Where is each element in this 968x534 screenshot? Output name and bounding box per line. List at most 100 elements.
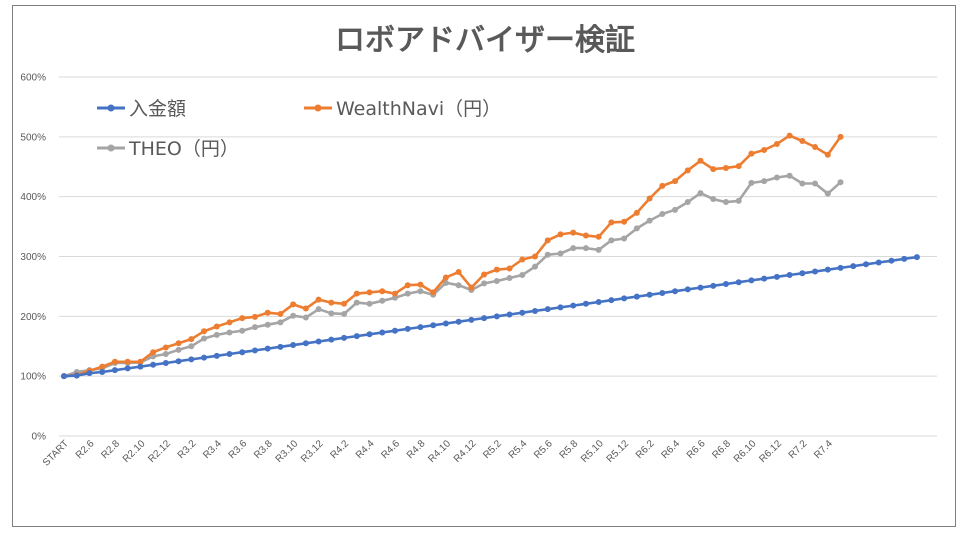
data-point bbox=[710, 196, 717, 203]
data-point bbox=[722, 164, 729, 171]
data-point bbox=[748, 150, 755, 157]
x-tick-label: R2.6 bbox=[74, 438, 97, 461]
data-point bbox=[188, 356, 195, 363]
data-point bbox=[544, 237, 551, 244]
data-point bbox=[735, 279, 742, 286]
x-tick-label: R3.2 bbox=[176, 438, 199, 461]
data-point bbox=[137, 363, 144, 370]
data-point bbox=[391, 290, 398, 297]
data-point bbox=[888, 257, 895, 264]
data-point bbox=[493, 313, 500, 320]
legend-item: WealthNavi（円） bbox=[304, 98, 501, 120]
data-point bbox=[875, 259, 882, 266]
x-tick-label: R5.10 bbox=[579, 438, 606, 465]
x-tick-label: R4.6 bbox=[379, 438, 402, 461]
data-point bbox=[799, 180, 806, 187]
data-point bbox=[162, 351, 169, 358]
data-point bbox=[226, 319, 233, 326]
data-point bbox=[290, 342, 297, 349]
chart-title: ロボアドバイザー検証 bbox=[335, 23, 635, 58]
data-point bbox=[532, 253, 539, 260]
x-tick-label: R6.12 bbox=[757, 438, 784, 465]
series-1 bbox=[61, 132, 844, 380]
x-tick-label: R4.8 bbox=[405, 438, 428, 461]
data-point bbox=[290, 312, 297, 319]
data-point bbox=[621, 235, 628, 242]
data-point bbox=[379, 288, 386, 295]
data-point bbox=[162, 344, 169, 351]
data-point bbox=[366, 300, 373, 307]
data-point bbox=[633, 293, 640, 300]
data-point bbox=[722, 199, 729, 206]
series-0 bbox=[61, 254, 920, 380]
data-point bbox=[799, 138, 806, 145]
data-point bbox=[493, 266, 500, 273]
x-tick-label: R4.2 bbox=[328, 438, 351, 461]
data-point bbox=[799, 270, 806, 277]
data-point bbox=[506, 265, 513, 272]
data-point bbox=[595, 246, 602, 253]
data-point bbox=[697, 190, 704, 197]
data-point bbox=[162, 360, 169, 367]
data-point bbox=[672, 288, 679, 295]
data-point bbox=[913, 254, 920, 261]
data-point bbox=[213, 331, 220, 338]
data-point bbox=[391, 327, 398, 334]
data-point bbox=[646, 291, 653, 298]
data-point bbox=[557, 304, 564, 311]
data-point bbox=[366, 289, 373, 296]
y-axis-ticks: 0% 100% 200% 300% 400% 500% 600% bbox=[20, 73, 46, 443]
x-tick-label: R7.4 bbox=[812, 438, 835, 461]
data-point bbox=[773, 273, 780, 280]
data-point bbox=[99, 363, 106, 370]
x-tick-label: R5.8 bbox=[558, 438, 581, 461]
data-point bbox=[824, 266, 831, 273]
x-tick-label: R7.2 bbox=[787, 438, 810, 461]
y-tick-label: 600% bbox=[20, 73, 46, 84]
x-tick-label: R2.8 bbox=[99, 438, 122, 461]
data-point bbox=[608, 297, 615, 304]
data-point bbox=[684, 286, 691, 293]
data-point bbox=[353, 333, 360, 340]
data-point bbox=[455, 318, 462, 325]
data-point bbox=[417, 288, 424, 295]
data-point bbox=[201, 354, 208, 361]
data-point bbox=[748, 277, 755, 284]
data-point bbox=[901, 255, 908, 262]
data-point bbox=[697, 157, 704, 164]
data-point bbox=[570, 302, 577, 309]
data-point bbox=[430, 322, 437, 329]
x-tick-label: R5.12 bbox=[605, 438, 632, 465]
data-point bbox=[481, 315, 488, 322]
data-point bbox=[239, 349, 246, 356]
data-point bbox=[582, 232, 589, 239]
data-point bbox=[226, 329, 233, 336]
data-point bbox=[124, 365, 131, 372]
data-point bbox=[621, 218, 628, 225]
data-point bbox=[251, 313, 258, 320]
data-point bbox=[519, 256, 526, 263]
data-point bbox=[86, 370, 93, 377]
data-point bbox=[430, 289, 437, 296]
data-point bbox=[315, 306, 322, 313]
data-point bbox=[302, 340, 309, 347]
data-point bbox=[633, 209, 640, 216]
data-point bbox=[353, 299, 360, 306]
data-point bbox=[379, 297, 386, 304]
legend-label: 入金額 bbox=[129, 98, 186, 120]
legend-item: 入金額 bbox=[97, 98, 186, 120]
data-point bbox=[404, 325, 411, 332]
legend-marker bbox=[107, 104, 115, 112]
data-point bbox=[684, 199, 691, 206]
chart-svg: ロボアドバイザー検証 0% 100% 200% 300% 400% 500% 600% ST… bbox=[20, 23, 937, 469]
x-tick-label: R6.2 bbox=[634, 438, 657, 461]
data-point bbox=[404, 290, 411, 297]
x-tick-label: R3.6 bbox=[227, 438, 250, 461]
data-point bbox=[99, 368, 106, 375]
data-point bbox=[328, 310, 335, 317]
x-tick-label: R3.4 bbox=[201, 438, 224, 461]
data-point bbox=[608, 219, 615, 226]
data-point bbox=[786, 272, 793, 279]
data-point bbox=[697, 284, 704, 291]
data-point bbox=[812, 180, 819, 187]
